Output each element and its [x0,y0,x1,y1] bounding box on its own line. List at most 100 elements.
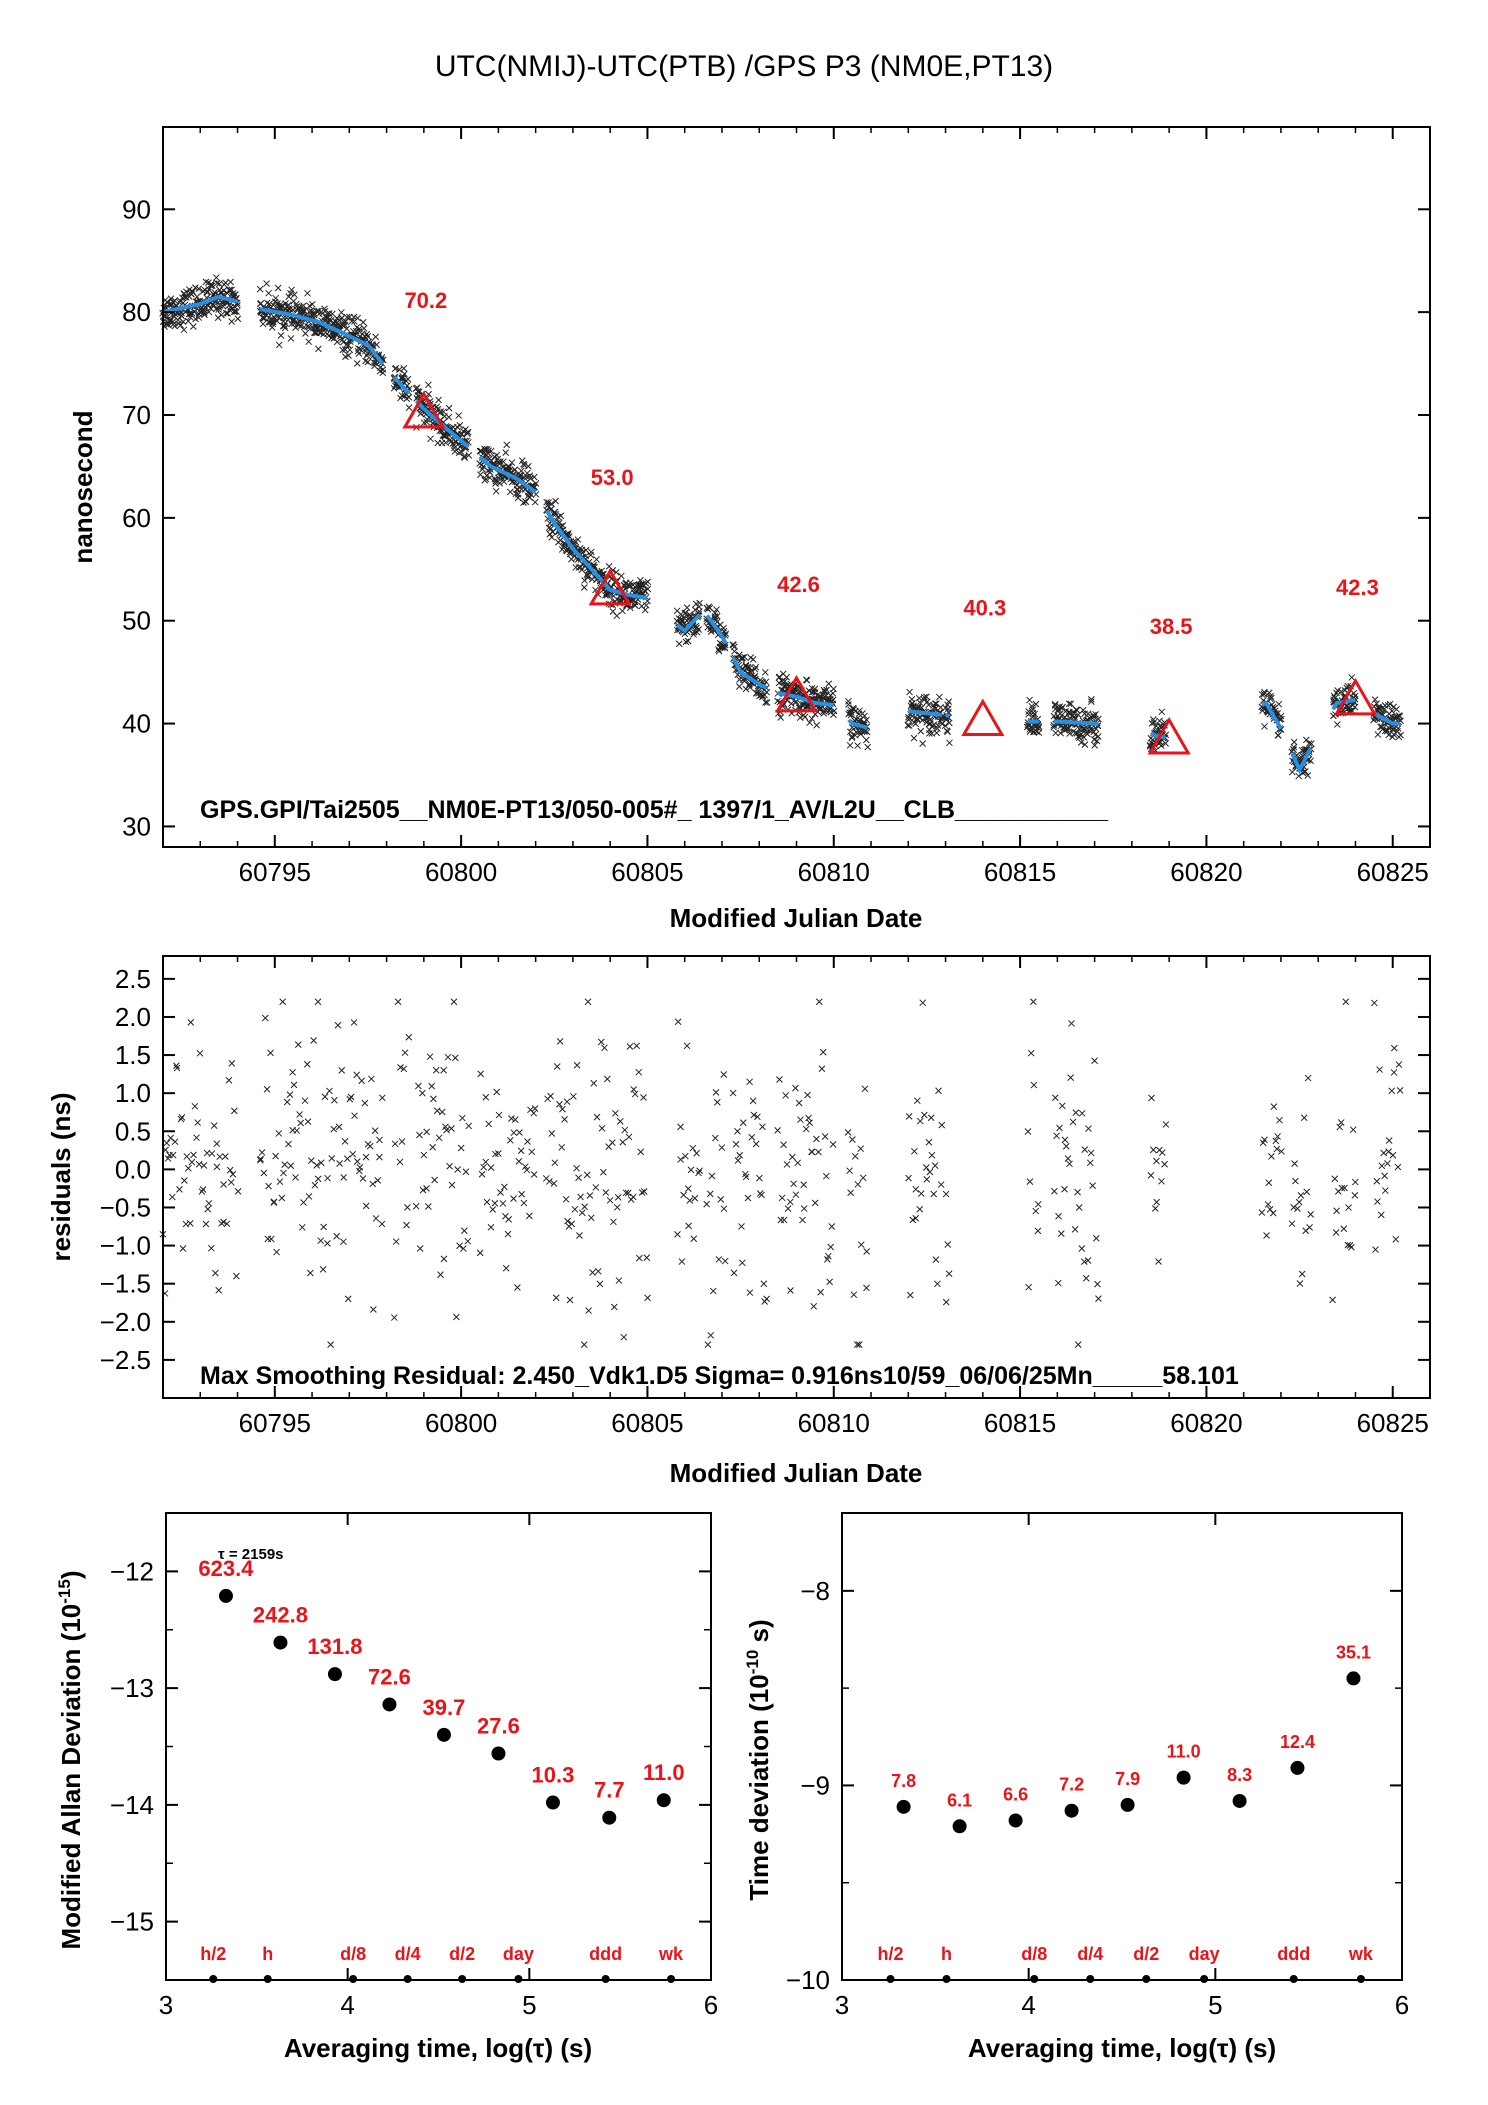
residual-point [1306,1224,1313,1231]
data-point [813,721,821,729]
data-point [746,684,754,691]
data-point [1394,725,1402,732]
residual-point [221,1153,229,1160]
residual-point [460,1227,468,1235]
y-tick-label: 0.0 [115,1154,151,1184]
residual-point [353,1071,361,1079]
residual-point [187,1019,195,1026]
residual-point [912,1185,920,1193]
residual-point [598,1124,606,1132]
marker-value-label: 42.3 [1336,575,1379,600]
data-point [274,284,282,292]
data-point [1031,710,1039,718]
residual-point [183,1153,191,1160]
residual-point [585,1307,592,1314]
residual-point [863,1248,871,1255]
x-tick-label: 60795 [239,857,311,887]
residual-point [620,1333,628,1341]
residual-point [205,1199,213,1207]
residual-point [169,1151,177,1159]
stability-point [491,1746,506,1761]
residual-point [678,1258,686,1265]
data-point [763,688,771,696]
data-point [171,297,178,304]
data-point [300,307,308,315]
smoothing-curve [705,614,728,645]
data-point [941,722,949,730]
y-tick-label: −2.0 [100,1307,151,1337]
data-point [492,487,500,495]
residual-point [674,1231,681,1238]
residual-point [729,1089,737,1097]
interval-marker-dot [514,1975,523,1983]
residual-point [621,1126,629,1134]
timeseries-points: 70.2 53.0 42.6 40.3 38.5 42.3 [159,274,1404,780]
residual-point [448,1125,455,1132]
residual-point [1378,1162,1386,1170]
residual-point [905,1174,912,1182]
residual-point [173,1062,180,1070]
residual-point [610,1303,618,1311]
data-point [619,607,626,615]
data-point [1079,706,1087,714]
residual-point [1082,1274,1090,1282]
data-point [584,572,591,580]
data-point [342,318,350,326]
x-tick-label: 4 [340,1990,354,2020]
data-point [400,365,408,372]
data-point [183,288,190,296]
smoothing-curve [1149,731,1166,740]
data-point [1051,700,1059,708]
residual-point [350,1019,358,1026]
residual-point [497,1189,504,1196]
residual-point [631,1090,639,1098]
residual-point [1345,1204,1352,1211]
data-point [1035,723,1043,730]
data-point [1026,696,1033,704]
data-point [1092,711,1099,718]
data-point [506,488,514,496]
residual-point [397,1064,404,1071]
y-tick-label: −9 [800,1770,830,1800]
y-tick-label: −10 [786,1965,830,1995]
residual-point [927,1114,935,1122]
residual-point [780,1216,788,1224]
residual-point [369,1306,377,1313]
residual-point [476,1249,484,1257]
data-point [500,478,508,486]
residual-point [267,1235,275,1243]
residual-point [590,1079,598,1087]
residuals-panel: 60795 60800 60805 60810 60815 60820 60825 −2.5 −… [46,955,1431,1488]
interval-marker-dot [1200,1975,1209,1983]
residual-point [331,1096,338,1104]
smoothing-curve [259,307,385,366]
data-point [280,314,287,322]
residual-point [640,1094,647,1101]
residual-point [1057,1230,1065,1237]
data-point [1371,696,1379,704]
residual-point [362,1202,370,1210]
residual-point [285,1140,292,1148]
residual-point [359,1175,367,1182]
residual-point [689,1144,697,1152]
residual-point [763,1295,771,1303]
residual-point [294,1041,302,1048]
residual-point [1394,1163,1402,1171]
residual-point [494,1150,502,1157]
data-point [1261,723,1268,730]
data-point [360,324,368,332]
residual-point [926,1168,934,1176]
residual-point [738,1223,745,1230]
residual-point [847,1189,854,1197]
data-point [748,667,755,674]
interval-marker-dot [209,1975,218,1983]
data-point [441,433,449,440]
residual-point [401,1049,409,1057]
residual-point [163,1139,171,1147]
residual-point [293,1127,301,1134]
residual-point [261,1014,269,1022]
residual-point [1304,1074,1312,1082]
interval-marker-dot [1086,1975,1095,1983]
data-point [506,463,513,471]
tdev-y-axis-label: Time deviation (10-10 s) [743,1619,774,1900]
